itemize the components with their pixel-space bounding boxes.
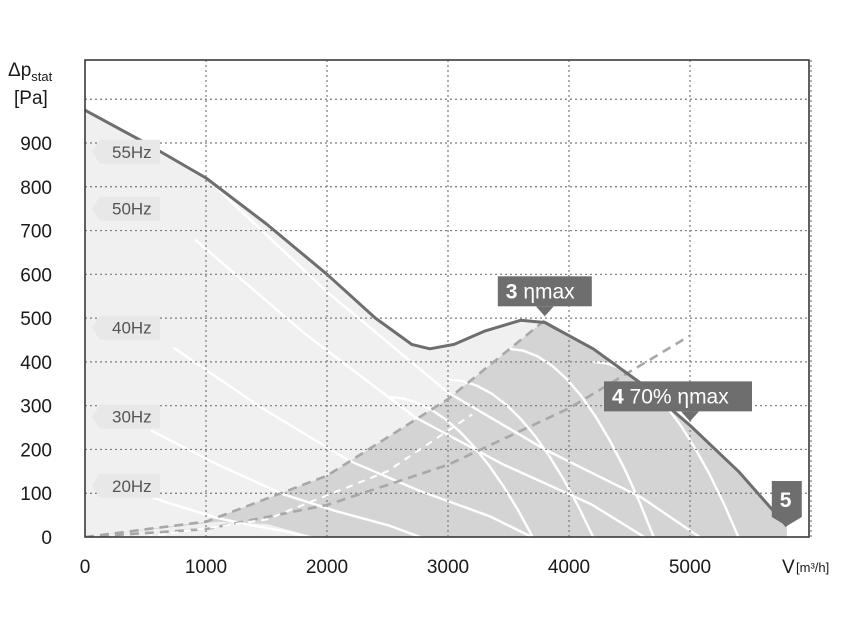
frequency-curve — [508, 347, 655, 537]
y-axis-unit: [Pa] — [14, 88, 48, 109]
frequency-label-bg — [92, 404, 160, 429]
y-tick-label: 800 — [20, 178, 52, 199]
frequency-label-text: 50Hz — [112, 200, 152, 219]
y-axis-label: Δpstat [Pa] — [8, 60, 53, 109]
x-axis-unit: [m³/h] — [796, 560, 829, 575]
frequency-label-bg — [92, 196, 160, 221]
frequency-label-text: 20Hz — [112, 477, 152, 496]
frequency-label: 30Hz — [92, 404, 160, 429]
operating-point-annotations: 3 ηmax 4 70% ηmax 5 — [497, 276, 802, 527]
operating-point-3: 3 ηmax — [497, 276, 592, 317]
operating-point-4: 4 70% ηmax — [604, 381, 752, 422]
frequency-label-text: 30Hz — [112, 408, 152, 427]
x-axis-symbol: V — [782, 557, 795, 578]
x-tick-label: 3000 — [427, 557, 469, 578]
y-tick-label: 100 — [20, 484, 52, 505]
frequency-label: 50Hz — [92, 196, 160, 221]
annotation-number: 3 — [506, 280, 518, 303]
frequency-curve — [128, 488, 314, 537]
system-curve-white — [145, 413, 473, 537]
annotation-box — [497, 276, 592, 307]
annotation-box — [771, 481, 802, 527]
grid-lines — [85, 60, 812, 537]
frequency-label-bg — [92, 139, 160, 164]
x-tick-label: 2000 — [306, 557, 348, 578]
frequency-label-text: 40Hz — [112, 319, 152, 338]
annotation-label: 70% ηmax — [624, 385, 730, 408]
frequency-label: 20Hz — [92, 473, 160, 498]
plot-frame — [84, 59, 810, 538]
annotation-number: 4 — [612, 385, 624, 408]
frequency-label-text: 55Hz — [112, 143, 152, 162]
frequency-curve — [172, 346, 535, 537]
y-tick-label: 900 — [20, 134, 52, 155]
annotation-label: ηmax — [517, 280, 575, 303]
annotation-pointer — [535, 306, 554, 317]
x-axis-label: V [m³/h] — [782, 557, 829, 578]
system-curves — [85, 319, 691, 537]
axes: 0 1000 2000 3000 4000 5000 0 100 200 300 400 500 600… — [20, 59, 810, 578]
y-tick-label: 200 — [20, 440, 52, 461]
x-tick-label: 5000 — [669, 557, 711, 578]
y-tick-label: 700 — [20, 222, 52, 243]
frequency-label-bg — [92, 315, 160, 340]
frequency-labels: 55Hz 50Hz 40Hz 30Hz 20Hz — [92, 139, 160, 498]
y-tick-label: 400 — [20, 353, 52, 374]
frequency-label-bg — [92, 473, 160, 498]
y-tick-label: 500 — [20, 309, 52, 330]
operating-point-5: 5 — [771, 481, 802, 527]
frequency-curve — [205, 177, 702, 537]
annotation-pointer — [681, 411, 699, 422]
x-tick-label: 4000 — [548, 557, 590, 578]
annotation-text: 3 ηmax — [506, 280, 575, 303]
frequency-label: 55Hz — [92, 139, 160, 164]
y-axis-symbol: Δpstat — [8, 60, 53, 84]
annotation-text: 4 70% ηmax — [612, 385, 729, 408]
x-tick-label: 1000 — [185, 557, 227, 578]
x-tick-label: 0 — [80, 557, 91, 578]
frequency-curve — [150, 429, 424, 537]
operating-regions — [85, 110, 787, 537]
system-curve — [85, 319, 546, 537]
y-tick-label: 0 — [41, 528, 52, 549]
y-tick-label: 600 — [20, 265, 52, 286]
frequency-curve — [387, 395, 534, 537]
annotation-box — [604, 381, 752, 412]
frequency-curve — [447, 378, 595, 537]
system-curve — [85, 334, 691, 537]
annotation-number: 5 — [780, 489, 792, 512]
frequency-label: 40Hz — [92, 315, 160, 340]
y-tick-label: 300 — [20, 397, 52, 418]
